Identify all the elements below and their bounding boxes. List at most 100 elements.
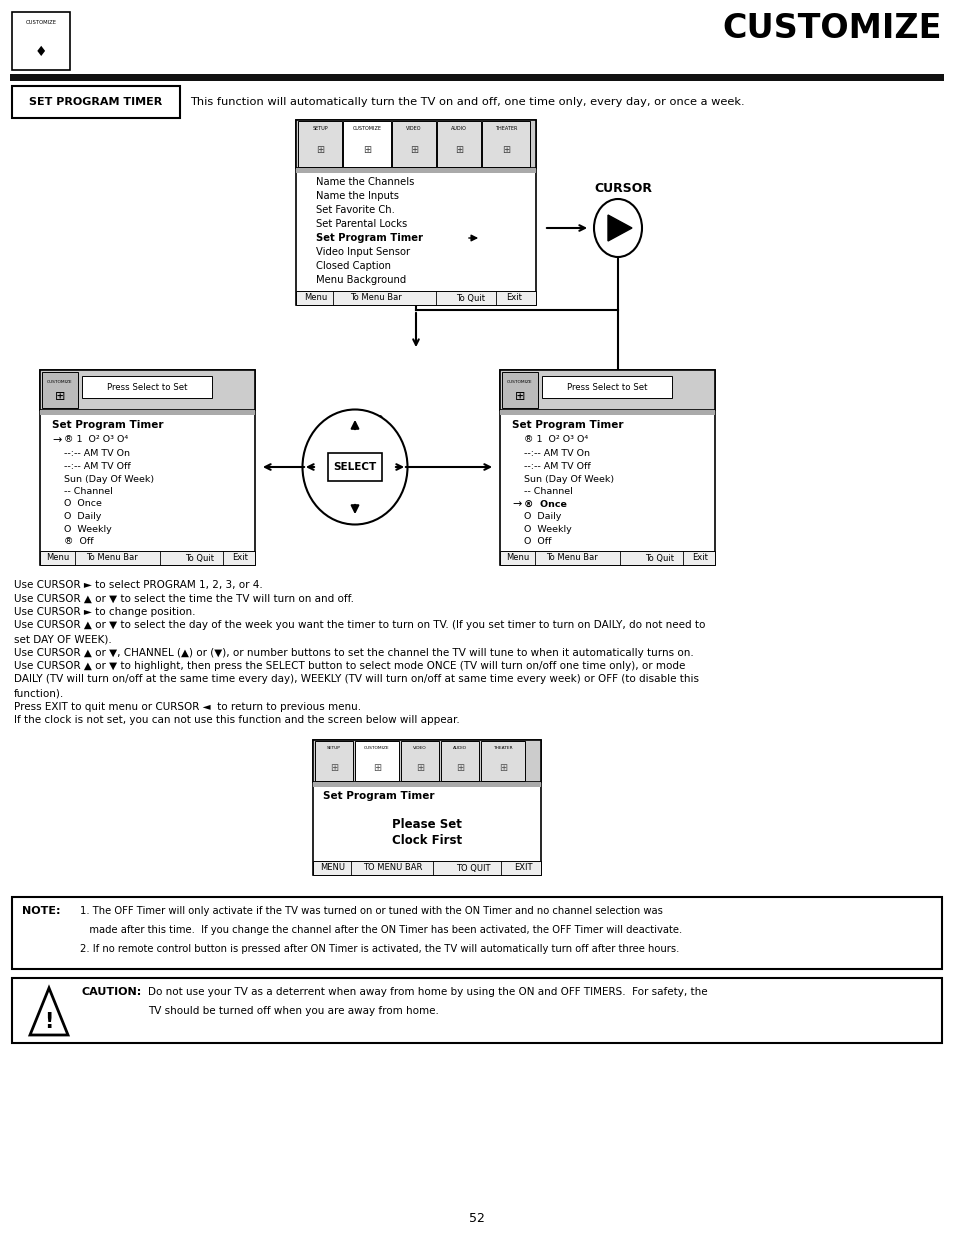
Text: Closed Caption: Closed Caption (315, 261, 391, 270)
Text: To Quit: To Quit (185, 553, 214, 562)
Text: O  Off: O Off (523, 537, 551, 546)
Bar (440, 741, 478, 781)
Text: Exit: Exit (691, 553, 707, 562)
Bar (541, 375, 671, 398)
Text: AUDIO: AUDIO (453, 746, 467, 750)
Bar (480, 741, 524, 781)
Bar (501, 372, 537, 408)
Text: NOTE:: NOTE: (22, 906, 60, 916)
Bar (42, 372, 78, 408)
Text: To Menu Bar: To Menu Bar (86, 553, 138, 562)
Bar (40, 370, 254, 564)
Bar (355, 741, 398, 781)
Bar (12, 12, 70, 70)
Text: If the clock is not set, you can not use this function and the screen below will: If the clock is not set, you can not use… (14, 715, 459, 725)
Text: function).: function). (14, 688, 64, 698)
Bar (12, 897, 941, 969)
Polygon shape (30, 988, 68, 1035)
Text: ♦: ♦ (34, 44, 48, 59)
Text: --:-- AM TV On: --:-- AM TV On (64, 450, 130, 458)
Text: made after this time.  If you change the channel after the ON Timer has been act: made after this time. If you change the … (80, 925, 681, 935)
Text: Press Select to Set: Press Select to Set (107, 383, 187, 391)
Text: To Quit: To Quit (456, 294, 485, 303)
Text: O  Once: O Once (64, 499, 102, 509)
Bar (82, 375, 212, 398)
Text: Video Input Sensor: Video Input Sensor (315, 247, 410, 257)
Text: CUSTOMIZE: CUSTOMIZE (47, 380, 72, 384)
Text: Menu: Menu (506, 553, 529, 562)
Bar (314, 741, 353, 781)
Text: EXIT: EXIT (514, 863, 532, 872)
Text: CUSTOMIZE: CUSTOMIZE (26, 20, 56, 25)
Text: Set Program Timer: Set Program Timer (323, 790, 434, 802)
Text: set DAY OF WEEK).: set DAY OF WEEK). (14, 634, 112, 643)
Text: CUSTOMIZE: CUSTOMIZE (507, 380, 533, 384)
Text: ⊞: ⊞ (54, 389, 65, 403)
Text: -- Channel: -- Channel (64, 487, 112, 496)
Text: Name the Inputs: Name the Inputs (315, 191, 398, 201)
Text: O  Weekly: O Weekly (523, 525, 571, 534)
Text: Use CURSOR ► to select PROGRAM 1, 2, 3, or 4.: Use CURSOR ► to select PROGRAM 1, 2, 3, … (14, 580, 262, 590)
Text: Exit: Exit (505, 294, 521, 303)
Polygon shape (607, 215, 631, 241)
Text: Set Program Timer: Set Program Timer (315, 233, 422, 243)
Text: O  Daily: O Daily (64, 513, 101, 521)
Ellipse shape (594, 199, 641, 257)
Text: To Menu Bar: To Menu Bar (350, 294, 401, 303)
Text: VIDEO: VIDEO (406, 126, 421, 131)
Text: Press EXIT to quit menu or CURSOR ◄  to return to previous menu.: Press EXIT to quit menu or CURSOR ◄ to r… (14, 701, 361, 711)
Text: SET PROGRAM TIMER: SET PROGRAM TIMER (30, 98, 162, 107)
Text: ⊞: ⊞ (410, 144, 417, 156)
Text: Menu: Menu (47, 553, 70, 562)
Text: MENU: MENU (320, 863, 345, 872)
Text: !: ! (44, 1011, 53, 1032)
Text: Press Select to Set: Press Select to Set (566, 383, 646, 391)
Text: ⊞: ⊞ (456, 763, 463, 773)
Text: Use CURSOR ▲ or ▼ to highlight, then press the SELECT button to select mode ONCE: Use CURSOR ▲ or ▼ to highlight, then pre… (14, 661, 684, 671)
Text: ⊞: ⊞ (455, 144, 462, 156)
Text: Set Program Timer: Set Program Timer (52, 420, 163, 430)
Text: ⊞: ⊞ (330, 763, 337, 773)
Text: --:-- AM TV Off: --:-- AM TV Off (64, 462, 131, 471)
Text: AUDIO: AUDIO (451, 126, 466, 131)
Text: THEATER: THEATER (495, 126, 517, 131)
Bar (392, 121, 436, 167)
Text: ⊞: ⊞ (501, 144, 510, 156)
Text: CURSOR: CURSOR (326, 414, 384, 426)
Text: →: → (52, 435, 61, 445)
Text: TO MENU BAR: TO MENU BAR (363, 863, 422, 872)
Text: O  Daily: O Daily (523, 513, 560, 521)
Text: THEATER: THEATER (493, 746, 513, 750)
Text: This function will automatically turn the TV on and off, one time only, every da: This function will automatically turn th… (190, 98, 744, 107)
Text: Name the Channels: Name the Channels (315, 177, 414, 186)
Text: Sun (Day Of Week): Sun (Day Of Week) (523, 474, 614, 483)
Text: Use CURSOR ► to change position.: Use CURSOR ► to change position. (14, 606, 195, 618)
Bar (40, 410, 254, 415)
Bar (40, 551, 254, 564)
Bar (313, 740, 540, 876)
Bar (499, 410, 714, 415)
Text: --:-- AM TV Off: --:-- AM TV Off (523, 462, 590, 471)
Bar (499, 370, 714, 564)
Text: TO QUIT: TO QUIT (456, 863, 490, 872)
Text: To Quit: To Quit (645, 553, 674, 562)
Text: To Menu Bar: To Menu Bar (545, 553, 598, 562)
Bar (12, 86, 180, 119)
Text: ® 1  O² O³ O⁴: ® 1 O² O³ O⁴ (523, 436, 587, 445)
Bar (499, 551, 714, 564)
Text: TV should be turned off when you are away from home.: TV should be turned off when you are awa… (148, 1007, 438, 1016)
Ellipse shape (302, 410, 407, 525)
Text: Clock First: Clock First (392, 834, 461, 846)
Bar (313, 740, 540, 782)
Text: ®  Once: ® Once (523, 499, 566, 509)
Text: Set Parental Locks: Set Parental Locks (315, 219, 407, 228)
Text: SETUP: SETUP (312, 126, 328, 131)
Text: Set Favorite Ch.: Set Favorite Ch. (315, 205, 395, 215)
Text: --:-- AM TV On: --:-- AM TV On (523, 450, 589, 458)
Text: SELECT: SELECT (333, 462, 376, 472)
Bar (328, 453, 381, 480)
Text: Please Set: Please Set (392, 819, 461, 831)
Text: ⊞: ⊞ (315, 144, 324, 156)
Text: →: → (512, 499, 521, 509)
Text: Menu Background: Menu Background (315, 275, 406, 285)
